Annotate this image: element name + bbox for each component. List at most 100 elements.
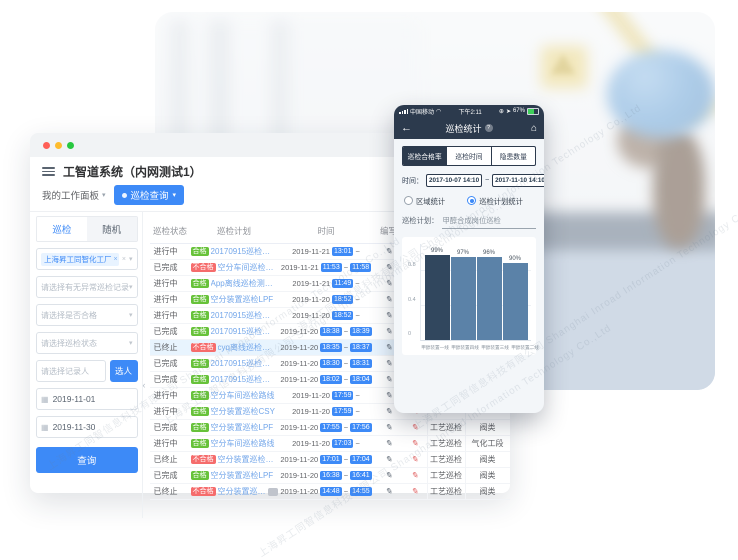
record-pencil-icon[interactable]: ✎	[410, 486, 419, 496]
home-icon[interactable]: ⌂	[530, 122, 537, 134]
back-icon[interactable]: ←	[401, 122, 412, 134]
edit-pencil-icon[interactable]: ✎	[384, 438, 393, 448]
radio-plan-stat[interactable]: 巡检计划统计	[467, 196, 523, 207]
edit-pencil-icon[interactable]: ✎	[384, 486, 393, 496]
app-title: 工智道系统（内网测试1）	[63, 165, 202, 179]
tab-inspection-query[interactable]: 巡检查询 ▾	[113, 185, 185, 205]
stat-type-segmented-control: 巡检合格率 巡检时间 隐患数量	[402, 146, 536, 166]
edit-pencil-icon[interactable]: ✎	[384, 262, 393, 272]
record-pencil-icon[interactable]: ✎	[410, 454, 419, 464]
record-pencil-icon[interactable]: ✎	[410, 470, 419, 480]
abnormal-record-select[interactable]: 请选择有无异常巡检记录 ▾	[36, 276, 138, 298]
sidebar-tab-random[interactable]: 随机	[86, 217, 137, 241]
col-header-status: 巡检状态	[149, 220, 191, 244]
plan-link[interactable]: 空分车间巡检路线	[210, 439, 275, 448]
plan-link[interactable]: 空分装置巡检LPF	[217, 487, 266, 496]
tag-remove-icon[interactable]: ×	[113, 255, 118, 263]
chevron-down-icon: ▾	[172, 192, 177, 199]
bar-column[interactable]: 96%	[476, 244, 502, 340]
factory-tag: 上海昇工同智化工厂 ×	[41, 252, 119, 266]
plan-link[interactable]: 20170915巡检测试	[210, 375, 278, 384]
table-row[interactable]: 已完成 合格 空分装置巡检LPF 2019-11-20 16:38 ~16:41 ✎ ✎ 工艺巡…	[149, 468, 510, 484]
plan-link[interactable]: 空分车间巡检路线	[217, 263, 278, 272]
table-row[interactable]: 已完成 合格 空分装置巡检LPF 2019-11-20 17:55 ~17:56 ✎ ✎ 工艺巡…	[149, 420, 510, 436]
edit-pencil-icon[interactable]: ✎	[384, 358, 393, 368]
plan-link[interactable]: App离线巡检测试计划	[210, 279, 278, 288]
chart-x-labels: 甲醇装置一线 甲醇装置四线 甲醇装置三线 甲醇装置二线	[407, 341, 539, 351]
bar-column[interactable]: 97%	[450, 244, 476, 340]
minimize-window-icon[interactable]	[55, 141, 62, 149]
edit-pencil-icon[interactable]: ✎	[384, 342, 393, 352]
plan-link[interactable]: 空分装置巡检CSY	[210, 407, 275, 416]
plan-link[interactable]: 20170915巡检测试	[210, 359, 278, 368]
phone-date-from[interactable]: 2017-10-07 14:10	[426, 174, 483, 187]
plan-link[interactable]: 20170915巡检测试	[210, 327, 278, 336]
inspection-status: 进行中	[153, 311, 178, 320]
date-to-input[interactable]: ▦ 2019-11-30	[36, 416, 138, 438]
x-axis-label: 甲醇装置三线	[481, 345, 509, 351]
edit-pencil-icon[interactable]: ✎	[384, 422, 393, 432]
time-date: 2019-11-20	[280, 327, 319, 336]
plan-link[interactable]: cyq离线巡检测试计划	[217, 343, 278, 352]
bar-column[interactable]: 90%	[502, 244, 528, 340]
table-row[interactable]: 已终止 不合格 空分装置巡检LPF 2019-11-20 17:01 ~17:04 ✎ ✎ 工艺…	[149, 452, 510, 468]
time-separator: ~	[355, 407, 360, 416]
info-icon[interactable]: ?	[484, 124, 493, 132]
edit-pencil-icon[interactable]: ✎	[384, 278, 393, 288]
plan-link[interactable]: 20170915巡检测试	[210, 247, 278, 256]
radio-region-stat[interactable]: 区域统计	[404, 196, 445, 207]
plan-picker-value[interactable]: 甲醇合成岗位巡检	[442, 216, 536, 229]
clear-icon[interactable]: ×	[121, 255, 126, 263]
sidebar-tab-inspection[interactable]: 巡检	[37, 217, 87, 241]
menu-icon[interactable]	[42, 167, 55, 176]
plan-link[interactable]: 空分装置巡检LPF	[210, 295, 274, 304]
plan-link[interactable]: 空分装置巡检LPF	[217, 455, 278, 464]
time-separator: ~	[343, 471, 349, 480]
plan-cell: 合格 20170915巡检测试	[190, 326, 278, 337]
edit-pencil-icon[interactable]: ✎	[384, 406, 393, 416]
plan-cell: 合格 空分装置巡检LPF	[190, 422, 278, 433]
factory-tag-label: 上海昇工同智化工厂	[44, 254, 112, 264]
table-row[interactable]: 进行中 合格 空分车间巡检路线 2019-11-20 17:03 ~ ✎ ✎ 工艺巡检 气化工段	[149, 436, 510, 452]
maximize-window-icon[interactable]	[67, 141, 74, 149]
plan-cell: 合格 空分装置巡检LPF	[190, 470, 278, 481]
factory-select[interactable]: 上海昇工同智化工厂 × × ▾	[36, 248, 138, 270]
bar-column[interactable]: 99%	[424, 244, 450, 340]
photo-warning-triangle	[551, 54, 575, 74]
table-row[interactable]: 已终止不合格空分装置巡检LPF2019-11-2014:48~14:55✎✎工艺…	[149, 484, 510, 500]
time-cell: 2019-11-21 13:01 ~	[278, 247, 375, 256]
edit-pencil-icon[interactable]: ✎	[384, 246, 393, 256]
pick-person-button[interactable]: 选人	[109, 360, 138, 382]
plan-cell: 合格 20170915巡检测试	[190, 358, 278, 369]
record-pencil-icon[interactable]: ✎	[410, 422, 419, 432]
plan-link[interactable]: 空分装置巡检LPF	[210, 471, 274, 480]
edit-pencil-icon[interactable]: ✎	[384, 390, 393, 400]
segment-hazard-count[interactable]: 隐患数量	[490, 147, 535, 165]
sidebar-collapse-icon[interactable]: ‹	[142, 380, 146, 390]
edit-pencil-icon[interactable]: ✎	[384, 470, 393, 480]
phone-date-to[interactable]: 2017-11-10 14:10	[492, 174, 544, 187]
edit-pencil-icon[interactable]: ✎	[384, 374, 393, 384]
record-pencil-icon[interactable]: ✎	[410, 438, 419, 448]
edit-pencil-icon[interactable]: ✎	[384, 454, 393, 464]
date-from-input[interactable]: ▦ 2019-11-01	[36, 388, 138, 410]
battery-percent: 67%	[512, 108, 525, 114]
recorder-input[interactable]: 请选择记录人	[36, 360, 106, 382]
edit-pencil-icon[interactable]: ✎	[384, 310, 393, 320]
close-window-icon[interactable]	[43, 141, 50, 149]
plan-link[interactable]: 空分装置巡检LPF	[210, 423, 274, 432]
radio-on-icon	[467, 196, 477, 205]
status-select[interactable]: 请选择巡检状态 ▾	[36, 332, 138, 354]
tab-my-workspace[interactable]: 我的工作面板 ▾	[42, 188, 106, 202]
segment-pass-rate[interactable]: 巡检合格率	[403, 147, 447, 165]
query-button[interactable]: 查询	[36, 447, 138, 473]
time-cell: 2019-11-20 17:01 ~17:04	[278, 455, 375, 464]
plan-link[interactable]: 20170915巡检测试	[210, 311, 278, 320]
edit-pencil-icon[interactable]: ✎	[384, 326, 393, 336]
segment-inspection-time[interactable]: 巡检时间	[446, 147, 490, 165]
plan-link[interactable]: 空分车间巡检路线	[210, 391, 275, 400]
x-axis-label: 甲醇装置二线	[511, 345, 539, 351]
qualified-select[interactable]: 请选择是否合格 ▾	[36, 304, 138, 326]
edit-pencil-icon[interactable]: ✎	[384, 294, 393, 304]
